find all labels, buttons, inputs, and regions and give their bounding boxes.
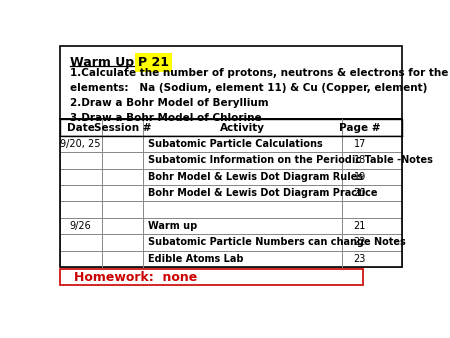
Text: 23: 23: [354, 254, 366, 264]
FancyBboxPatch shape: [60, 152, 401, 169]
FancyBboxPatch shape: [60, 169, 401, 185]
Text: Edible Atoms Lab: Edible Atoms Lab: [148, 254, 243, 264]
Text: 1.Calculate the number of protons, neutrons & electrons for the following: 1.Calculate the number of protons, neutr…: [70, 68, 450, 78]
Text: 22: 22: [353, 237, 366, 247]
Text: elements:   Na (Sodium, element 11) & Cu (Copper, element): elements: Na (Sodium, element 11) & Cu (…: [70, 83, 427, 93]
Text: 21: 21: [354, 221, 366, 231]
Text: P 21: P 21: [138, 56, 169, 69]
Text: 18: 18: [354, 155, 366, 165]
FancyBboxPatch shape: [60, 185, 401, 201]
Text: Subatomic Particle Numbers can change Notes: Subatomic Particle Numbers can change No…: [148, 237, 405, 247]
Text: 3.Draw a Bohr Model of Chlorine: 3.Draw a Bohr Model of Chlorine: [70, 113, 262, 123]
Text: Warm Up..: Warm Up..: [70, 56, 148, 69]
FancyBboxPatch shape: [60, 201, 401, 218]
FancyBboxPatch shape: [60, 119, 401, 136]
Text: 9/26: 9/26: [70, 221, 91, 231]
FancyBboxPatch shape: [60, 218, 401, 234]
FancyBboxPatch shape: [60, 234, 401, 250]
FancyBboxPatch shape: [60, 269, 363, 285]
Text: Subatomic Particle Calculations: Subatomic Particle Calculations: [148, 139, 322, 149]
Text: 9/20, 25: 9/20, 25: [60, 139, 101, 149]
Text: Activity: Activity: [220, 123, 266, 132]
Text: Homework:  none: Homework: none: [74, 270, 197, 284]
Text: Page #: Page #: [339, 123, 380, 132]
Text: 19: 19: [354, 172, 366, 182]
Text: Session #: Session #: [94, 123, 151, 132]
Text: Bohr Model & Lewis Dot Diagram Rules: Bohr Model & Lewis Dot Diagram Rules: [148, 172, 363, 182]
Text: Bohr Model & Lewis Dot Diagram Practice: Bohr Model & Lewis Dot Diagram Practice: [148, 188, 377, 198]
Text: Date: Date: [67, 123, 94, 132]
FancyBboxPatch shape: [60, 250, 401, 267]
Text: 20: 20: [354, 188, 366, 198]
Text: Warm up: Warm up: [148, 221, 197, 231]
Text: Subatomic Information on the Periodic Table -Notes: Subatomic Information on the Periodic Ta…: [148, 155, 432, 165]
FancyBboxPatch shape: [60, 136, 401, 152]
FancyBboxPatch shape: [60, 46, 401, 119]
Text: 2.Draw a Bohr Model of Beryllium: 2.Draw a Bohr Model of Beryllium: [70, 98, 269, 108]
Text: 17: 17: [354, 139, 366, 149]
